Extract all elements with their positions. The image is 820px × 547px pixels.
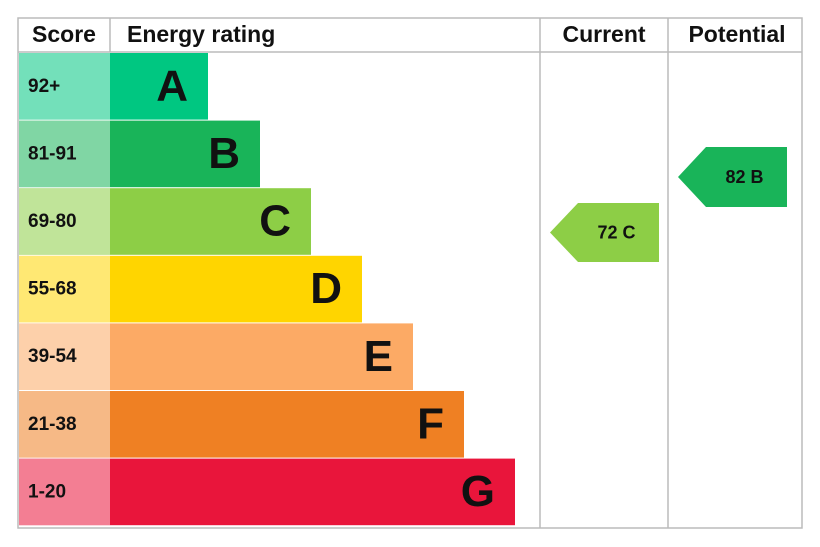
header-score: Score xyxy=(32,21,96,47)
header-rating: Energy rating xyxy=(127,21,275,47)
rating-letter: A xyxy=(156,61,188,110)
score-label: 81-91 xyxy=(28,143,77,164)
rating-letter: B xyxy=(208,129,240,178)
score-label: 69-80 xyxy=(28,211,77,232)
score-cell-tint xyxy=(19,255,110,323)
score-label: 1-20 xyxy=(28,481,66,502)
score-cell xyxy=(19,255,110,323)
rating-bar xyxy=(110,188,311,255)
score-cell-tint xyxy=(19,120,110,188)
score-label: 21-38 xyxy=(28,414,77,435)
potential-label: 82 B xyxy=(725,167,763,187)
rating-letter: G xyxy=(461,467,495,516)
current-label: 72 C xyxy=(597,222,635,242)
rating-bar xyxy=(110,53,208,120)
current-arrow xyxy=(550,203,659,262)
rating-bar xyxy=(110,391,464,458)
rating-letter: E xyxy=(364,332,393,381)
score-cell xyxy=(19,188,110,255)
score-cell-tint xyxy=(19,188,110,255)
score-cell xyxy=(19,323,110,390)
rating-bar xyxy=(110,458,515,526)
potential-arrow xyxy=(678,147,787,207)
score-label: 92+ xyxy=(28,76,60,97)
score-label: 39-54 xyxy=(28,346,77,367)
rating-letter: C xyxy=(259,197,291,246)
rating-bar xyxy=(110,323,413,390)
score-cell xyxy=(19,391,110,458)
rating-letter: F xyxy=(417,399,444,448)
score-cell xyxy=(19,120,110,188)
score-cell xyxy=(19,53,110,120)
score-label: 55-68 xyxy=(28,279,77,300)
score-cell-tint xyxy=(19,53,110,120)
header-potential: Potential xyxy=(688,21,785,47)
score-cell-tint xyxy=(19,323,110,390)
rating-bar xyxy=(110,255,362,323)
score-cell-tint xyxy=(19,391,110,458)
rating-letter: D xyxy=(310,264,342,313)
score-cell xyxy=(19,458,110,526)
score-cell-tint xyxy=(19,458,110,526)
rating-bar xyxy=(110,120,260,188)
header-current: Current xyxy=(562,21,645,47)
